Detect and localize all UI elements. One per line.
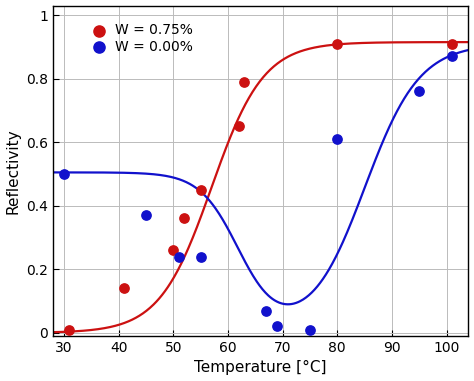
W = 0.00%: [263, 307, 270, 314]
W = 0.00%: [333, 136, 341, 142]
W = 0.75%: [181, 215, 188, 221]
Y-axis label: Reflectivity: Reflectivity: [6, 128, 20, 214]
W = 0.00%: [273, 323, 281, 330]
W = 0.00%: [197, 253, 204, 259]
Legend: W = 0.75%, W = 0.00%: W = 0.75%, W = 0.00%: [81, 19, 198, 58]
W = 0.00%: [306, 327, 314, 333]
W = 0.00%: [448, 53, 456, 59]
W = 0.75%: [333, 41, 341, 47]
W = 0.75%: [240, 79, 248, 85]
W = 0.75%: [235, 123, 243, 129]
X-axis label: Temperature [°C]: Temperature [°C]: [194, 360, 327, 375]
W = 0.75%: [448, 41, 456, 47]
W = 0.00%: [142, 212, 150, 218]
W = 0.00%: [175, 253, 182, 259]
W = 0.00%: [415, 88, 423, 94]
W = 0.75%: [169, 247, 177, 253]
W = 0.75%: [65, 327, 73, 333]
W = 0.00%: [60, 171, 68, 177]
W = 0.75%: [197, 187, 204, 193]
W = 0.75%: [120, 285, 128, 291]
